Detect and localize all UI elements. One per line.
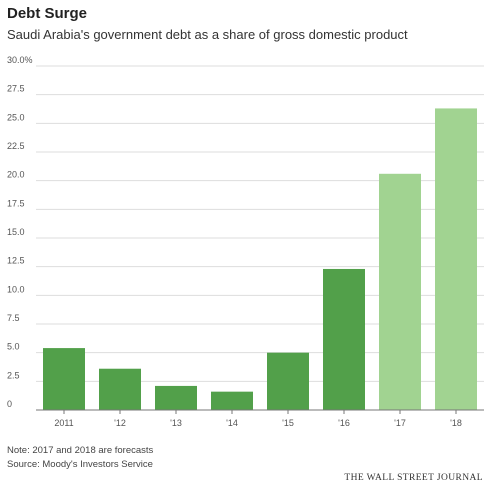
x-tick-label: '13 [170,418,182,428]
y-tick-label: 25.0 [7,112,25,122]
y-tick-label: 2.5 [7,370,20,380]
y-axis-ticks: 0 2.5 5.0 7.5 10.0 12.5 15.0 17.5 20.0 22.5 25.0 27… [7,55,33,409]
x-tick-label: '15 [282,418,294,428]
y-tick-label: 5.0 [7,342,20,352]
bar-chart: 0 2.5 5.0 7.5 10.0 12.5 15.0 17.5 20.0 22.5 25.0 27… [7,55,484,428]
forecast-note: Note: 2017 and 2018 are forecasts [7,445,154,456]
x-tick-label: '16 [338,418,350,428]
bar-4 [267,352,309,410]
x-tick-label: 2011 [54,418,73,428]
y-tick-label: 27.5 [7,84,25,94]
bar-1 [99,368,141,410]
publisher-brand: THE WALL STREET JOURNAL [344,473,483,483]
y-tick-label: 0 [7,399,12,409]
y-tick-label: 7.5 [7,313,20,323]
y-tick-label: 22.5 [7,141,25,151]
x-axis-ticks: 2011 '12 '13 '14 '15 '16 '17 '18 [54,410,462,428]
source-note: Source: Moody's Investors Service [7,458,153,470]
bar-3 [211,391,253,410]
bar-6 [379,173,421,410]
y-tick-label: 15.0 [7,227,25,237]
y-tick-label: 10.0 [7,284,25,294]
bar-2 [155,385,197,410]
bar-7 [435,108,477,410]
y-tick-label: 12.5 [7,256,25,266]
bar-0 [43,348,85,410]
y-tick-label: 30.0% [7,55,33,65]
chart-subtitle: Saudi Arabia's government debt as a shar… [7,27,408,42]
x-tick-label: '14 [226,418,238,428]
y-tick-label: 17.5 [7,198,25,208]
chart-notes: Note: 2017 and 2018 are forecasts Source… [7,444,153,471]
bars [43,108,477,410]
x-tick-label: '12 [114,418,126,428]
bar-5 [323,268,365,410]
x-tick-label: '18 [450,418,462,428]
x-tick-label: '17 [394,418,406,428]
chart-title: Debt Surge [7,5,88,22]
y-tick-label: 20.0 [7,170,25,180]
